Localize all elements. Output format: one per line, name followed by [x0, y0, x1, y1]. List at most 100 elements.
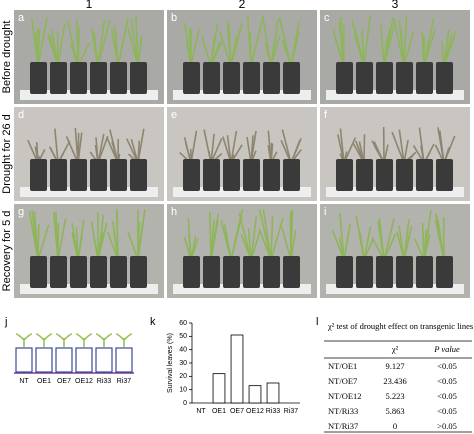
pot [110, 62, 127, 94]
panel-label: j [4, 316, 7, 328]
plant-leaf [353, 26, 365, 67]
plant-leaf [203, 129, 212, 164]
plant-leaf [250, 130, 257, 164]
pot [436, 256, 453, 288]
plant-leaf [105, 136, 119, 164]
y-tick-label: 20 [179, 373, 187, 380]
plant-leaf [443, 33, 453, 67]
diagram-label: OE7 [57, 378, 71, 385]
plant-leaf [37, 224, 50, 261]
pot [15, 347, 33, 373]
pot [203, 62, 220, 94]
x-tick-label: NT [196, 408, 206, 415]
table-cell: 23.436 [383, 376, 406, 386]
x-tick-label: OE12 [246, 408, 264, 415]
plant-leaf [392, 17, 405, 67]
plant-leaf [398, 129, 405, 164]
plant-leaf [97, 214, 105, 261]
plant-leaf [281, 40, 292, 67]
plant-leaf [97, 135, 109, 164]
plant-leaf [54, 128, 59, 164]
photo-label: g [18, 206, 24, 218]
pot [396, 159, 413, 191]
plant-leaf [423, 28, 436, 67]
pot [263, 62, 280, 94]
pot [110, 159, 127, 191]
column-header: 2 [239, 0, 246, 11]
pot [283, 62, 300, 94]
column-header: 3 [392, 0, 399, 11]
x-tick-label: OE7 [230, 408, 244, 415]
table-title: χ² test of drought effect on transgenic … [327, 321, 473, 331]
table-cell: <0.05 [437, 406, 457, 416]
bar [230, 334, 244, 404]
pot [95, 347, 113, 373]
plant-leaf [334, 38, 345, 67]
pot [35, 347, 53, 373]
plant-leaf [97, 19, 111, 67]
plant [15, 333, 33, 347]
plant-leaf [249, 32, 252, 67]
plant-leaf [379, 22, 385, 67]
plant [115, 333, 133, 347]
plant-leaf [339, 212, 345, 261]
table-cell: <0.05 [437, 361, 457, 371]
plant-leaf [403, 233, 411, 261]
plant-leaf [227, 21, 232, 67]
plant-leaf [383, 17, 394, 67]
plant-leaf [439, 130, 445, 164]
plant [75, 333, 93, 347]
x-tick-label: Ri33 [266, 408, 281, 415]
plant-leaf [290, 230, 297, 261]
column-header: 1 [86, 0, 93, 11]
plant-leaf [183, 22, 192, 67]
plant-leaf [114, 33, 119, 67]
x-tick-label: Ri37 [284, 408, 299, 415]
y-axis-label: Survival leaves (%) [167, 333, 174, 393]
plant-leaf [403, 30, 415, 67]
x-tick-label: OE1 [212, 408, 226, 415]
plant-leaf [201, 37, 212, 67]
plant-leaf [218, 31, 232, 67]
tray [173, 284, 311, 294]
plant-leaf [210, 37, 216, 67]
pot [356, 62, 373, 94]
plant-leaf [250, 216, 258, 261]
plant-leaf [116, 208, 119, 261]
diagram-label: OE12 [75, 378, 93, 385]
table-cell: 0 [393, 421, 397, 431]
pot [90, 159, 107, 191]
plant-leaf [281, 129, 292, 164]
table-header: χ² [391, 344, 399, 354]
plant-leaf [378, 218, 385, 261]
plant-leaf [208, 211, 212, 261]
pot [223, 159, 240, 191]
plant-leaf [226, 135, 232, 164]
plant-leaf [343, 137, 357, 164]
plant [55, 333, 73, 347]
plant-leaf [97, 19, 106, 67]
tray [173, 90, 311, 100]
photo-label: h [171, 206, 177, 218]
y-tick-label: 60 [179, 320, 187, 327]
plant-leaf [230, 22, 243, 67]
plant-leaf [290, 30, 300, 67]
table-cell: >0.05 [437, 421, 457, 431]
pot [436, 62, 453, 94]
pot [70, 256, 87, 288]
plant-leaf [230, 216, 243, 261]
plant-leaf [400, 28, 405, 67]
pot [115, 347, 133, 373]
plant-leaf [77, 219, 85, 261]
pot [130, 62, 147, 94]
panel-label: k [150, 316, 156, 328]
diagram-label: Ri33 [97, 378, 112, 385]
table-cell: 5.223 [385, 391, 404, 401]
plant-leaf [338, 21, 345, 67]
tray [20, 187, 158, 197]
plant-leaf [363, 226, 372, 261]
plant-leaf [77, 27, 81, 67]
pot [263, 256, 280, 288]
tray [326, 284, 464, 294]
pot [110, 256, 127, 288]
